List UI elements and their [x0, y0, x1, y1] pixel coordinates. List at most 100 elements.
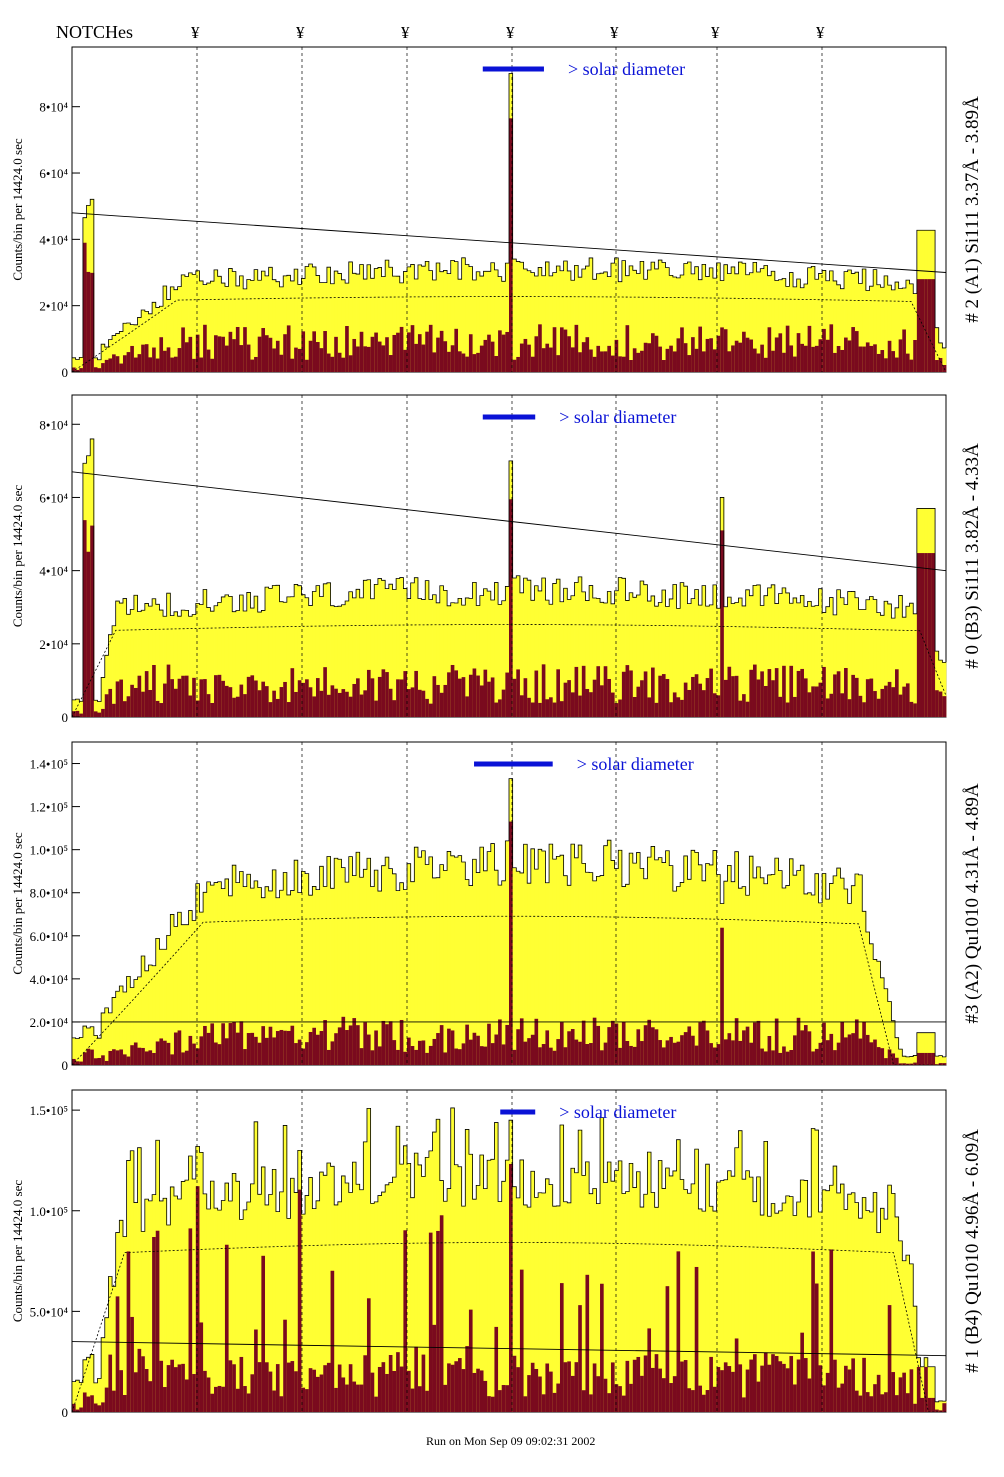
- total-bin: [323, 583, 328, 717]
- solar-diameter-label: > solar diameter: [559, 1102, 676, 1122]
- counts-bin: [811, 346, 816, 372]
- total-bin: [705, 863, 710, 1065]
- counts-bin: [170, 1359, 175, 1412]
- counts-bin: [702, 1394, 707, 1412]
- histogram-bars: [72, 438, 947, 717]
- counts-bin: [661, 1047, 666, 1065]
- counts-bin: [308, 687, 313, 717]
- counts-bin: [691, 1390, 696, 1412]
- counts-bin: [771, 1354, 776, 1412]
- total-bin: [782, 1202, 787, 1412]
- counts-bin: [126, 352, 131, 372]
- counts-bin: [625, 665, 630, 717]
- counts-bin: [902, 329, 907, 372]
- counts-bin: [334, 688, 339, 717]
- total-bin: [581, 863, 586, 1065]
- counts-bin: [126, 1251, 131, 1412]
- counts-bin: [377, 1046, 382, 1065]
- counts-bin: [479, 1370, 484, 1412]
- total-bin: [199, 604, 204, 717]
- total-bin: [392, 589, 397, 717]
- counts-bin: [447, 351, 452, 372]
- counts-bin: [155, 1230, 160, 1412]
- counts-bin: [803, 678, 809, 717]
- counts-bin: [432, 352, 437, 372]
- counts-bin: [494, 1326, 499, 1412]
- total-bin: [592, 597, 597, 717]
- total-bin: [476, 605, 481, 717]
- counts-bin: [407, 689, 412, 717]
- total-bin: [290, 280, 295, 372]
- counts-bin: [352, 1018, 357, 1065]
- y-axis-label: Counts/bin per 14424.0 sec: [10, 832, 25, 974]
- total-bin: [884, 601, 889, 717]
- histogram-outline: [71, 438, 946, 717]
- total-bin: [97, 1378, 102, 1412]
- total-bin: [210, 885, 215, 1065]
- counts-bin: [720, 927, 725, 1065]
- counts-bin: [86, 271, 91, 372]
- total-bin: [221, 888, 226, 1065]
- y-tick-label: 8•10⁴: [39, 100, 68, 115]
- counts-bin: [873, 344, 878, 372]
- total-bin: [286, 596, 291, 717]
- total-bin: [359, 877, 364, 1065]
- total-bin: [275, 897, 280, 1065]
- counts-bin: [221, 1023, 226, 1065]
- total-bin: [796, 279, 801, 372]
- counts-bin: [454, 328, 459, 372]
- counts-bin: [935, 360, 940, 372]
- total-bin: [549, 275, 554, 372]
- total-bin: [348, 591, 353, 717]
- counts-bin: [439, 330, 444, 372]
- total-bin: [847, 269, 852, 372]
- counts-bin: [651, 667, 656, 717]
- counts-bin: [192, 358, 197, 372]
- counts-bin: [844, 337, 849, 372]
- total-bin: [578, 576, 583, 717]
- total-bin: [326, 1163, 331, 1412]
- counts-bin: [195, 1186, 200, 1412]
- total-bin: [563, 1201, 568, 1412]
- total-bin: [173, 926, 179, 1065]
- total-bin: [869, 596, 874, 717]
- total-bin: [265, 587, 270, 717]
- counts-bin: [782, 352, 787, 372]
- counts-bin: [137, 1348, 142, 1412]
- counts-bin: [141, 1047, 146, 1065]
- total-bin: [286, 894, 291, 1065]
- total-bin: [512, 1186, 517, 1412]
- total-bin: [341, 604, 346, 717]
- counts-bin: [417, 334, 422, 372]
- counts-bin: [614, 339, 619, 372]
- total-bin: [567, 885, 572, 1065]
- counts-bin: [789, 345, 794, 372]
- total-bin: [279, 601, 284, 717]
- counts-bin: [239, 345, 244, 372]
- total-bin: [206, 283, 211, 372]
- y-tick-label: 1.5•10⁵: [30, 1103, 68, 1118]
- counts-bin: [195, 1048, 200, 1065]
- total-bin: [334, 271, 339, 372]
- counts-bin: [501, 1385, 506, 1412]
- counts-bin: [458, 678, 463, 717]
- counts-bin: [632, 1046, 637, 1065]
- counts-bin: [443, 341, 448, 372]
- total-bin: [698, 1208, 703, 1412]
- total-bin: [243, 610, 248, 717]
- counts-bin: [578, 352, 583, 372]
- total-bin: [538, 1192, 543, 1412]
- counts-bin: [610, 1020, 616, 1065]
- histogram-outline: [71, 73, 946, 372]
- total-bin: [246, 874, 251, 1065]
- counts-bin: [421, 1354, 426, 1412]
- total-bin: [723, 1179, 728, 1412]
- total-bin: [414, 577, 419, 717]
- total-bin: [858, 1218, 863, 1412]
- total-bin: [643, 878, 648, 1065]
- counts-bin: [206, 349, 211, 372]
- total-bin: [814, 605, 819, 717]
- counts-bin: [265, 686, 270, 717]
- counts-bin: [833, 1359, 838, 1412]
- total-bin: [705, 1164, 710, 1412]
